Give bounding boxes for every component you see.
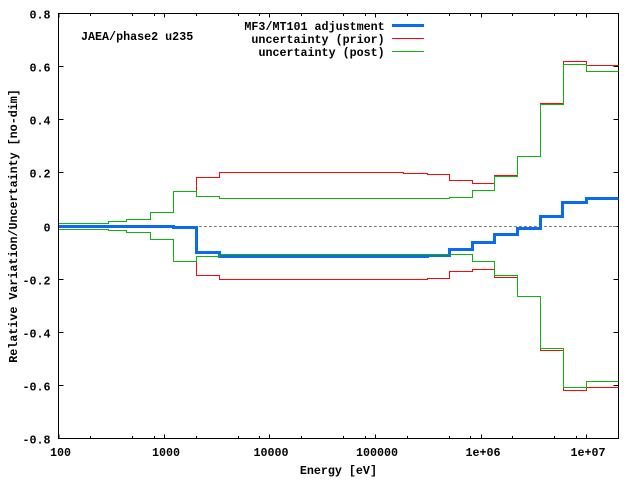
svg-text:0.2: 0.2 bbox=[29, 168, 50, 182]
svg-text:uncertainty (post): uncertainty (post) bbox=[258, 46, 384, 60]
svg-text:Relative Variation/Uncertainty: Relative Variation/Uncertainty [no-dim] bbox=[7, 89, 21, 363]
svg-text:Energy [eV]: Energy [eV] bbox=[300, 464, 377, 478]
svg-text:1e+07: 1e+07 bbox=[570, 446, 605, 460]
svg-text:0: 0 bbox=[43, 222, 50, 236]
svg-text:1000: 1000 bbox=[152, 446, 180, 460]
svg-text:uncertainty (prior): uncertainty (prior) bbox=[251, 33, 384, 47]
svg-text:0.4: 0.4 bbox=[29, 115, 50, 129]
svg-text:1e+06: 1e+06 bbox=[465, 446, 500, 460]
svg-text:-0.6: -0.6 bbox=[22, 381, 50, 395]
svg-text:10000: 10000 bbox=[253, 446, 288, 460]
svg-text:-0.4: -0.4 bbox=[22, 328, 50, 342]
svg-text:0.6: 0.6 bbox=[29, 62, 50, 76]
svg-text:MF3/MT101 adjustment: MF3/MT101 adjustment bbox=[244, 20, 384, 34]
svg-text:100: 100 bbox=[50, 446, 71, 460]
svg-text:JAEA/phase2 u235: JAEA/phase2 u235 bbox=[81, 30, 193, 44]
svg-text:-0.2: -0.2 bbox=[22, 275, 50, 289]
svg-text:-0.8: -0.8 bbox=[22, 434, 50, 448]
svg-text:100000: 100000 bbox=[356, 446, 398, 460]
svg-text:0.8: 0.8 bbox=[29, 9, 50, 23]
